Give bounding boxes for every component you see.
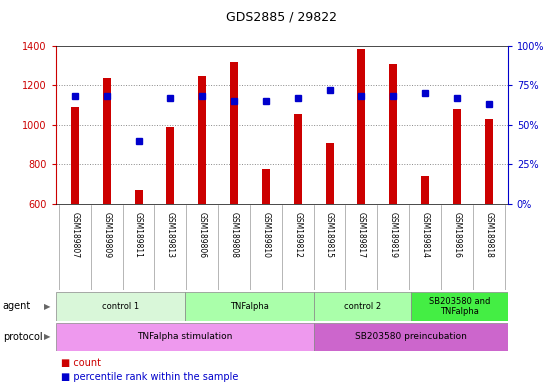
- Bar: [71, 107, 79, 204]
- Text: GSM189819: GSM189819: [389, 212, 398, 258]
- Bar: [485, 119, 493, 204]
- Bar: [453, 109, 461, 204]
- Bar: [185, 292, 314, 321]
- Bar: [230, 62, 238, 204]
- Text: GSM189812: GSM189812: [293, 212, 302, 258]
- Text: GSM189816: GSM189816: [453, 212, 461, 258]
- Text: ■ count: ■ count: [61, 358, 102, 368]
- Bar: [294, 114, 302, 204]
- Text: GSM189809: GSM189809: [102, 212, 111, 258]
- Bar: [314, 292, 411, 321]
- Text: control 2: control 2: [344, 302, 381, 311]
- Text: ■ percentile rank within the sample: ■ percentile rank within the sample: [61, 372, 239, 382]
- Text: ▶: ▶: [44, 302, 51, 311]
- Text: SB203580 and
TNFalpha: SB203580 and TNFalpha: [429, 296, 490, 316]
- Text: GSM189807: GSM189807: [70, 212, 79, 258]
- Text: GSM189818: GSM189818: [484, 212, 493, 258]
- Bar: [166, 127, 174, 204]
- Bar: [389, 64, 397, 204]
- Text: control 1: control 1: [102, 302, 139, 311]
- Text: GSM189806: GSM189806: [198, 212, 206, 258]
- Text: GDS2885 / 29822: GDS2885 / 29822: [227, 10, 337, 23]
- Bar: [198, 76, 206, 204]
- Text: GSM189811: GSM189811: [134, 212, 143, 258]
- Text: GSM189813: GSM189813: [166, 212, 175, 258]
- Text: ▶: ▶: [44, 333, 51, 341]
- Text: GSM189817: GSM189817: [357, 212, 366, 258]
- Text: GSM189814: GSM189814: [421, 212, 430, 258]
- Text: TNFalpha: TNFalpha: [230, 302, 269, 311]
- Bar: [56, 323, 314, 351]
- Bar: [411, 292, 508, 321]
- Bar: [421, 176, 429, 204]
- Text: agent: agent: [3, 301, 31, 311]
- Bar: [134, 190, 142, 204]
- Bar: [103, 78, 110, 204]
- Text: GSM189808: GSM189808: [229, 212, 239, 258]
- Text: protocol: protocol: [3, 332, 42, 342]
- Bar: [357, 49, 365, 204]
- Bar: [262, 169, 270, 204]
- Text: SB203580 preincubation: SB203580 preincubation: [355, 333, 467, 341]
- Bar: [56, 292, 185, 321]
- Bar: [314, 323, 508, 351]
- Bar: [325, 144, 334, 204]
- Text: GSM189815: GSM189815: [325, 212, 334, 258]
- Text: TNFalpha stimulation: TNFalpha stimulation: [137, 333, 233, 341]
- Text: GSM189810: GSM189810: [261, 212, 271, 258]
